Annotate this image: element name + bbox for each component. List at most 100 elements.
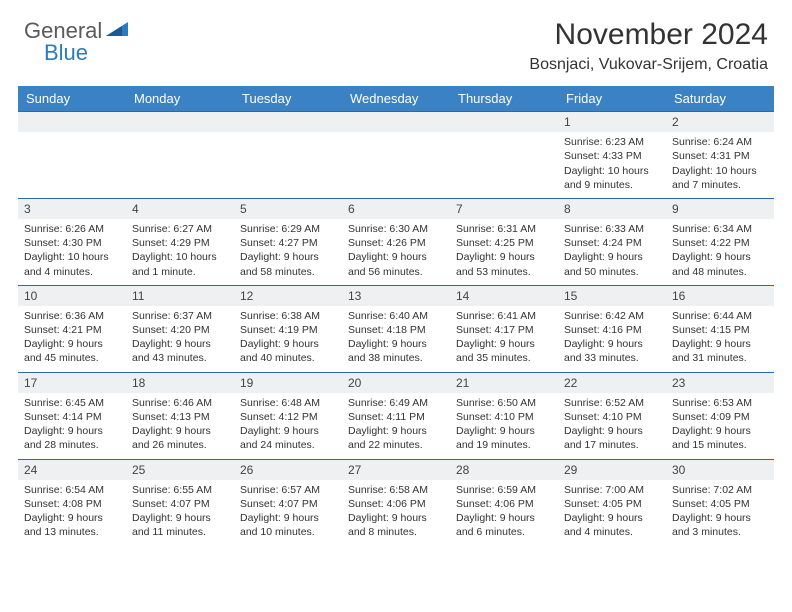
day-cell: Sunrise: 6:34 AMSunset: 4:22 PMDaylight:… [666, 219, 774, 285]
sunset-text: Sunset: 4:26 PM [348, 236, 444, 250]
sunrise-text: Sunrise: 6:27 AM [132, 222, 228, 236]
sunrise-text: Sunrise: 6:52 AM [564, 396, 660, 410]
sunset-text: Sunset: 4:14 PM [24, 410, 120, 424]
day-cell: Sunrise: 6:54 AMSunset: 4:08 PMDaylight:… [18, 480, 126, 546]
day-number [342, 112, 450, 133]
day-cell: Sunrise: 6:46 AMSunset: 4:13 PMDaylight:… [126, 393, 234, 459]
day-header-row: SundayMondayTuesdayWednesdayThursdayFrid… [18, 86, 774, 112]
sunset-text: Sunset: 4:15 PM [672, 323, 768, 337]
day-cell: Sunrise: 6:33 AMSunset: 4:24 PMDaylight:… [558, 219, 666, 285]
day-number: 17 [18, 372, 126, 393]
day-header: Tuesday [234, 86, 342, 112]
daylight-text: Daylight: 9 hours and 38 minutes. [348, 337, 444, 365]
day-cell: Sunrise: 6:24 AMSunset: 4:31 PMDaylight:… [666, 132, 774, 198]
sunrise-text: Sunrise: 6:36 AM [24, 309, 120, 323]
day-number: 16 [666, 285, 774, 306]
day-number: 4 [126, 198, 234, 219]
day-cell: Sunrise: 6:29 AMSunset: 4:27 PMDaylight:… [234, 219, 342, 285]
daylight-text: Daylight: 9 hours and 6 minutes. [456, 511, 552, 539]
sunset-text: Sunset: 4:06 PM [456, 497, 552, 511]
day-cell: Sunrise: 6:23 AMSunset: 4:33 PMDaylight:… [558, 132, 666, 198]
day-header: Saturday [666, 86, 774, 112]
sunrise-text: Sunrise: 7:02 AM [672, 483, 768, 497]
daylight-text: Daylight: 9 hours and 28 minutes. [24, 424, 120, 452]
day-header: Wednesday [342, 86, 450, 112]
day-cell: Sunrise: 6:27 AMSunset: 4:29 PMDaylight:… [126, 219, 234, 285]
day-number: 22 [558, 372, 666, 393]
day-number [126, 112, 234, 133]
sunrise-text: Sunrise: 6:50 AM [456, 396, 552, 410]
sunrise-text: Sunrise: 6:38 AM [240, 309, 336, 323]
daylight-text: Daylight: 9 hours and 17 minutes. [564, 424, 660, 452]
sunrise-text: Sunrise: 6:29 AM [240, 222, 336, 236]
daylight-text: Daylight: 10 hours and 4 minutes. [24, 250, 120, 278]
day-cell: Sunrise: 6:36 AMSunset: 4:21 PMDaylight:… [18, 306, 126, 372]
sunset-text: Sunset: 4:11 PM [348, 410, 444, 424]
day-number: 30 [666, 459, 774, 480]
day-number: 8 [558, 198, 666, 219]
sunrise-text: Sunrise: 6:49 AM [348, 396, 444, 410]
brand-triangle-icon [106, 20, 130, 43]
sunset-text: Sunset: 4:25 PM [456, 236, 552, 250]
sunset-text: Sunset: 4:08 PM [24, 497, 120, 511]
day-number: 5 [234, 198, 342, 219]
sunset-text: Sunset: 4:09 PM [672, 410, 768, 424]
day-number: 2 [666, 112, 774, 133]
day-cell: Sunrise: 7:00 AMSunset: 4:05 PMDaylight:… [558, 480, 666, 546]
sunset-text: Sunset: 4:10 PM [564, 410, 660, 424]
sunrise-text: Sunrise: 6:53 AM [672, 396, 768, 410]
calendar-table: SundayMondayTuesdayWednesdayThursdayFrid… [18, 86, 774, 546]
daynum-row: 12 [18, 112, 774, 133]
daynum-row: 10111213141516 [18, 285, 774, 306]
day-cell: Sunrise: 6:37 AMSunset: 4:20 PMDaylight:… [126, 306, 234, 372]
daylight-text: Daylight: 9 hours and 45 minutes. [24, 337, 120, 365]
day-number: 10 [18, 285, 126, 306]
day-number [450, 112, 558, 133]
day-number: 7 [450, 198, 558, 219]
day-number: 6 [342, 198, 450, 219]
sunrise-text: Sunrise: 6:37 AM [132, 309, 228, 323]
sunset-text: Sunset: 4:30 PM [24, 236, 120, 250]
day-cell: Sunrise: 6:53 AMSunset: 4:09 PMDaylight:… [666, 393, 774, 459]
day-cell: Sunrise: 6:50 AMSunset: 4:10 PMDaylight:… [450, 393, 558, 459]
day-number: 26 [234, 459, 342, 480]
day-cell: Sunrise: 6:49 AMSunset: 4:11 PMDaylight:… [342, 393, 450, 459]
sunrise-text: Sunrise: 6:23 AM [564, 135, 660, 149]
sunrise-text: Sunrise: 6:55 AM [132, 483, 228, 497]
day-header: Friday [558, 86, 666, 112]
daylight-text: Daylight: 9 hours and 43 minutes. [132, 337, 228, 365]
sunrise-text: Sunrise: 6:41 AM [456, 309, 552, 323]
day-number: 15 [558, 285, 666, 306]
day-cell [342, 132, 450, 198]
day-number: 29 [558, 459, 666, 480]
sunset-text: Sunset: 4:07 PM [132, 497, 228, 511]
sunrise-text: Sunrise: 6:46 AM [132, 396, 228, 410]
day-number: 9 [666, 198, 774, 219]
sunrise-text: Sunrise: 6:57 AM [240, 483, 336, 497]
sunset-text: Sunset: 4:05 PM [564, 497, 660, 511]
day-cell: Sunrise: 6:31 AMSunset: 4:25 PMDaylight:… [450, 219, 558, 285]
day-cell: Sunrise: 6:45 AMSunset: 4:14 PMDaylight:… [18, 393, 126, 459]
daylight-text: Daylight: 9 hours and 13 minutes. [24, 511, 120, 539]
day-number: 3 [18, 198, 126, 219]
sunset-text: Sunset: 4:21 PM [24, 323, 120, 337]
month-title: November 2024 [529, 18, 768, 52]
day-cell: Sunrise: 6:59 AMSunset: 4:06 PMDaylight:… [450, 480, 558, 546]
sunrise-text: Sunrise: 6:54 AM [24, 483, 120, 497]
brand-part2: Blue [44, 40, 88, 66]
day-cell: Sunrise: 6:40 AMSunset: 4:18 PMDaylight:… [342, 306, 450, 372]
sunset-text: Sunset: 4:20 PM [132, 323, 228, 337]
sunrise-text: Sunrise: 6:26 AM [24, 222, 120, 236]
sunrise-text: Sunrise: 6:58 AM [348, 483, 444, 497]
sunrise-text: Sunrise: 6:31 AM [456, 222, 552, 236]
day-cell: Sunrise: 6:52 AMSunset: 4:10 PMDaylight:… [558, 393, 666, 459]
day-number: 12 [234, 285, 342, 306]
daylight-text: Daylight: 9 hours and 22 minutes. [348, 424, 444, 452]
day-number: 23 [666, 372, 774, 393]
sunset-text: Sunset: 4:22 PM [672, 236, 768, 250]
daylight-text: Daylight: 9 hours and 31 minutes. [672, 337, 768, 365]
day-header: Thursday [450, 86, 558, 112]
daylight-text: Daylight: 10 hours and 9 minutes. [564, 164, 660, 192]
day-cell: Sunrise: 6:48 AMSunset: 4:12 PMDaylight:… [234, 393, 342, 459]
day-cell: Sunrise: 6:42 AMSunset: 4:16 PMDaylight:… [558, 306, 666, 372]
